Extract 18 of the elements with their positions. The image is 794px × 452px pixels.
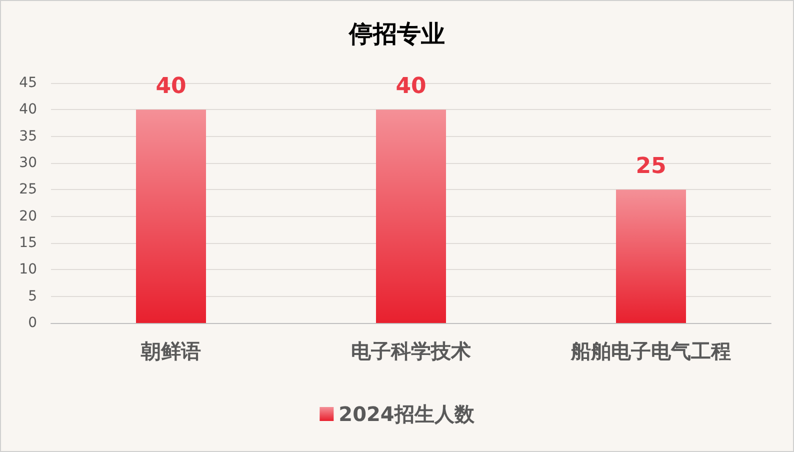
y-tick-label: 25 [19,182,37,198]
data-label: 25 [636,154,666,180]
y-tick-label: 5 [28,288,37,304]
y-tick-label: 15 [19,235,37,251]
chart-title: 停招专业 [348,20,445,48]
x-tick-label: 电子科学技术 [351,339,471,363]
y-tick-label: 30 [19,155,37,171]
data-label: 40 [156,74,186,100]
y-tick-label: 35 [19,128,37,144]
data-label: 40 [396,74,426,100]
legend-label: 2024招生人数 [338,402,476,426]
y-tick-label: 40 [19,102,37,118]
y-tick-label: 20 [19,208,37,224]
x-tick-label: 船舶电子电气工程 [570,339,731,363]
y-tick-label: 10 [19,262,37,278]
x-tick-label: 朝鲜语 [140,339,201,363]
y-tick-label: 45 [19,75,37,91]
y-tick-label: 0 [28,315,37,331]
